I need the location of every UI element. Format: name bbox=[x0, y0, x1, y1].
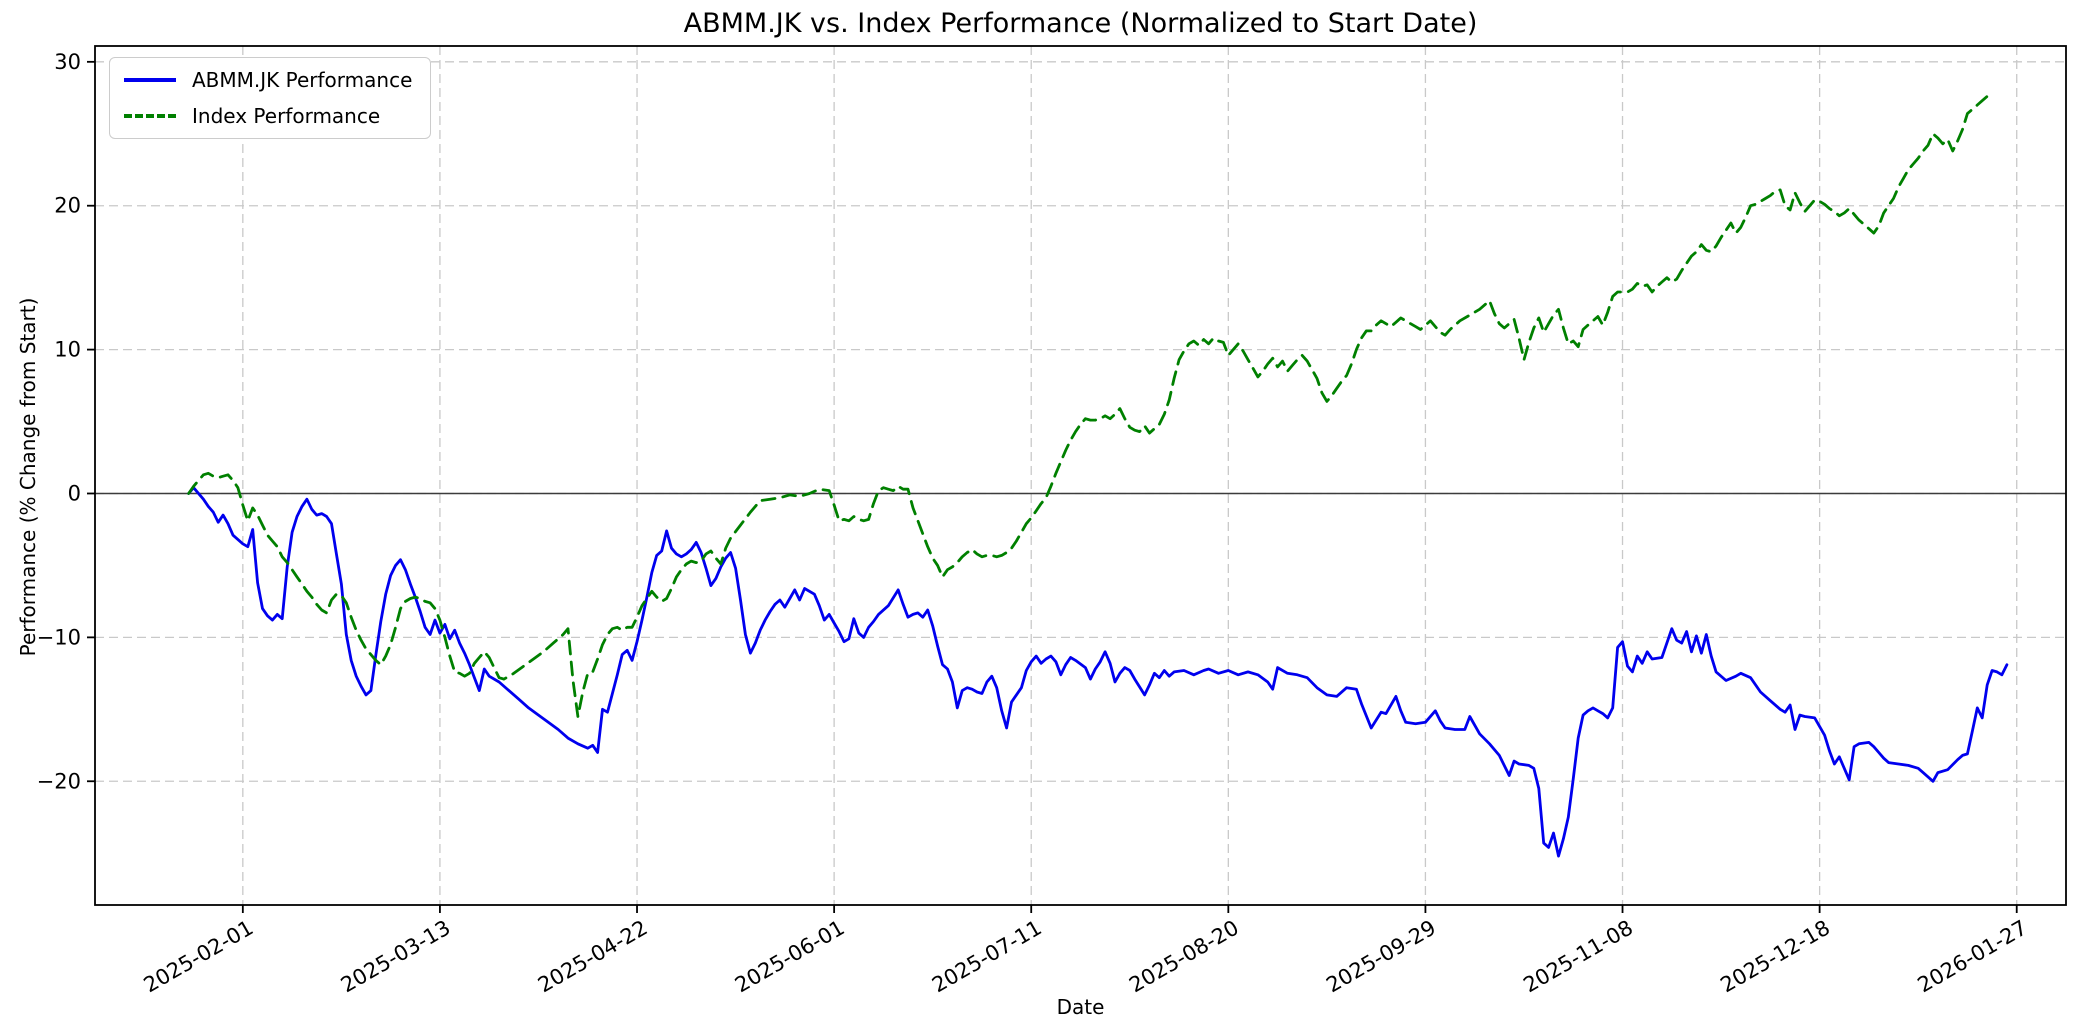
axes-frame bbox=[94, 45, 2067, 906]
legend-label-abmm: ABMM.JK Performance bbox=[192, 68, 413, 92]
series-layer bbox=[187, 90, 2009, 858]
x-tick-label: 2025-11-08 bbox=[1519, 916, 1637, 998]
index-performance-line bbox=[187, 90, 1994, 718]
x-tick-label: 2025-09-29 bbox=[1322, 916, 1440, 998]
x-tick-label: 2025-07-11 bbox=[928, 916, 1046, 998]
x-tick-label: 2026-01-27 bbox=[1914, 916, 2032, 998]
y-tick-label: 10 bbox=[54, 338, 81, 362]
chart-title: ABMM.JK vs. Index Performance (Normalize… bbox=[683, 8, 1478, 39]
y-tick-label: 0 bbox=[68, 481, 81, 505]
x-tick-label: 2025-04-22 bbox=[534, 916, 652, 998]
y-axis-label: Performance (% Change from Start) bbox=[16, 297, 40, 657]
x-tick-label: 2025-06-01 bbox=[731, 916, 849, 998]
abmm-line-sample bbox=[124, 78, 176, 82]
y-tick-label: 20 bbox=[54, 194, 81, 218]
y-tick-label: 30 bbox=[54, 50, 81, 74]
y-tick-label: −10 bbox=[37, 625, 81, 649]
y-tick-label: −20 bbox=[37, 769, 81, 793]
x-tick-label: 2025-02-01 bbox=[140, 916, 258, 998]
axes-layer bbox=[94, 45, 2067, 906]
x-axis-label: Date bbox=[1056, 995, 1105, 1019]
tick-layer: 30 20 10 0 −10 −20 2025-02-01 2025-03-13 2025-04… bbox=[37, 50, 2032, 998]
grid-layer bbox=[95, 46, 2066, 905]
x-tick-label: 2025-03-13 bbox=[337, 916, 455, 998]
index-line-sample bbox=[124, 114, 176, 118]
x-tick-label: 2025-12-18 bbox=[1716, 916, 1834, 998]
legend-entry-abmm: ABMM.JK Performance bbox=[124, 68, 412, 92]
legend-label-index: Index Performance bbox=[192, 104, 381, 128]
legend-entry-index: Index Performance bbox=[124, 104, 412, 128]
abmm-performance-line bbox=[187, 486, 2009, 858]
x-tick-label: 2025-08-20 bbox=[1125, 916, 1243, 998]
legend: ABMM.JK Performance Index Performance bbox=[109, 57, 432, 139]
